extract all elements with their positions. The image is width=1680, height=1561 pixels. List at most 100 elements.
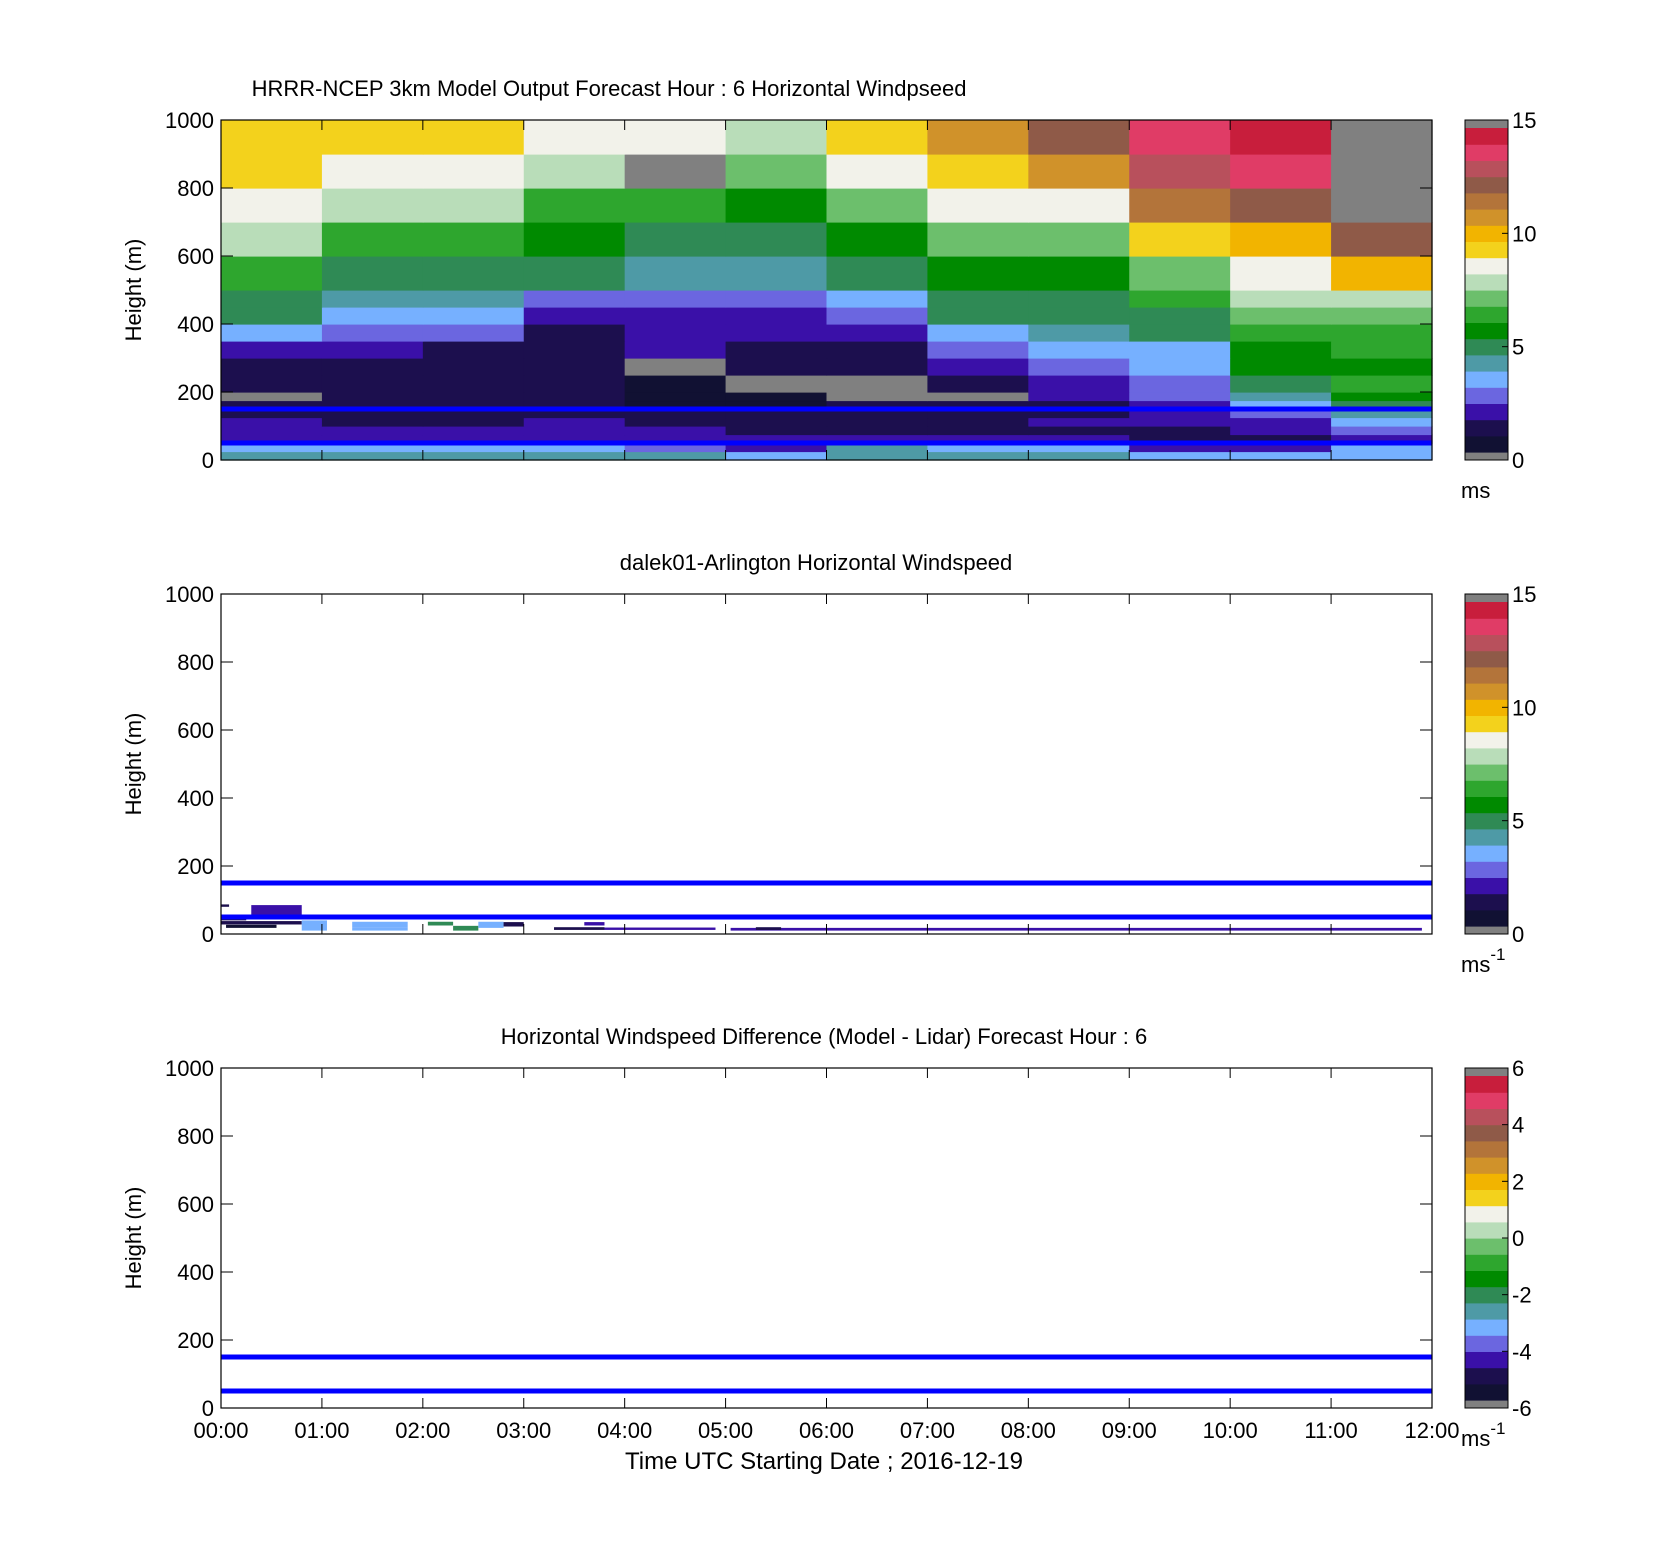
colorbar-unit-superscript: -1 <box>1490 945 1505 964</box>
colorbar-tick-label: 2 <box>1512 1169 1524 1194</box>
x-tick-label: 06:00 <box>799 1418 854 1443</box>
y-tick-label: 600 <box>177 244 214 269</box>
heatmap-cell <box>1028 443 1130 453</box>
heatmap-cell <box>1129 154 1231 189</box>
heatmap-cell <box>927 443 1029 453</box>
colorbar-tick-label: 5 <box>1512 335 1524 360</box>
heatmap-cell <box>1230 400 1332 410</box>
heatmap-cell <box>321 417 424 427</box>
heatmap-cell <box>624 426 727 436</box>
colorbar-swatch <box>1465 715 1508 733</box>
heatmap-cell <box>221 290 323 308</box>
heatmap-cell <box>221 392 323 402</box>
heatmap-cell <box>826 358 929 376</box>
colorbar-swatch <box>1465 435 1508 453</box>
y-tick-label: 600 <box>177 718 214 743</box>
reference-lines <box>221 406 1432 446</box>
heatmap-cell <box>422 154 525 189</box>
heatmap-cell <box>624 120 727 155</box>
colorbar-tick-label: 10 <box>1512 695 1536 720</box>
colorbar-frame <box>1464 593 1509 935</box>
heatmap-cell <box>422 188 525 223</box>
colorbar-swatch <box>1465 602 1508 619</box>
colorbar-swatch <box>1465 387 1508 404</box>
heatmap-cell <box>1331 324 1433 342</box>
colorbar-swatch <box>1465 731 1508 749</box>
panel-model: HRRR-NCEP 3km Model Output Forecast Hour… <box>121 76 1536 503</box>
heatmap-cell <box>927 120 1029 155</box>
heatmap-cell <box>1230 120 1332 155</box>
heatmap-cell <box>624 341 727 359</box>
colorbar-swatch <box>1465 796 1508 814</box>
heatmap-cell <box>1028 400 1130 410</box>
heatmap-cell <box>422 434 525 444</box>
heatmap-cell <box>1230 443 1332 453</box>
heatmap-cell <box>624 451 727 461</box>
colorbar-tick-label: 10 <box>1512 221 1536 246</box>
heatmap-cell <box>826 392 929 402</box>
heatmap-cell <box>422 426 525 436</box>
x-tick-label: 01:00 <box>294 1418 349 1443</box>
heatmap-cell <box>478 921 504 928</box>
colorbar-swatch <box>1465 160 1508 178</box>
heatmap-cell <box>1230 417 1332 427</box>
colorbar: 0 5 10 15 ms <box>1461 108 1536 503</box>
heatmap-cell <box>321 400 424 410</box>
heatmap-cell <box>1129 324 1231 342</box>
colorbar-under-swatch <box>1465 452 1508 460</box>
heatmap-cell <box>1129 451 1231 461</box>
heatmap-cell <box>321 222 424 257</box>
heatmap-cell <box>422 400 525 410</box>
heatmap-cell <box>725 400 828 410</box>
heatmap-cell <box>523 417 626 427</box>
heatmap-cell <box>1129 290 1231 308</box>
colorbar-tick-label: 0 <box>1512 922 1524 947</box>
colorbar-swatch <box>1465 306 1508 323</box>
heatmap-cell <box>1230 358 1332 376</box>
heatmap-cell <box>1129 222 1231 257</box>
colorbar-swatch <box>1465 828 1508 846</box>
colorbar-over-swatch <box>1465 1068 1508 1076</box>
heatmap-cell <box>826 188 929 223</box>
heatmap-cell <box>725 451 828 461</box>
heatmap-cell <box>251 905 302 916</box>
colorbar-swatch <box>1465 290 1508 307</box>
axis-ticks: 0 200 400 600 800 1000 <box>165 582 1433 947</box>
heatmap-cell <box>927 375 1029 393</box>
colorbar-swatch <box>1465 1335 1508 1352</box>
y-tick-label: 400 <box>177 786 214 811</box>
heatmap-cell <box>826 417 929 427</box>
heatmap-cell <box>1129 392 1231 402</box>
heatmap-cell <box>1230 434 1332 444</box>
heatmap-cell <box>554 927 605 930</box>
heatmap-cell <box>1129 434 1231 444</box>
y-axis-label: Height (m) <box>121 239 146 342</box>
heatmap-cell <box>730 927 1422 931</box>
colorbar-swatch <box>1465 144 1508 161</box>
heatmap-cell <box>826 409 929 419</box>
colorbar-swatch <box>1465 893 1508 911</box>
colorbar-tick-label: 4 <box>1512 1113 1524 1138</box>
colorbar-tick-label: 0 <box>1512 448 1524 473</box>
heatmap-cell <box>927 451 1029 461</box>
plot-frame <box>220 119 1433 461</box>
heatmap-cell <box>826 256 929 291</box>
heatmap-cell <box>523 307 626 325</box>
heatmap-cell <box>1230 426 1332 436</box>
plot-frame <box>220 1067 1433 1409</box>
heatmap-cell <box>1129 417 1231 427</box>
heatmap-cell <box>523 222 626 257</box>
heatmap-cell <box>221 443 323 453</box>
heatmap-cell <box>725 426 828 436</box>
colorbar-swatch <box>1465 1140 1508 1158</box>
heatmap-cell <box>523 375 626 393</box>
colorbar-swatch <box>1465 845 1508 862</box>
colorbar-swatch <box>1465 1076 1508 1093</box>
colorbar-swatch <box>1465 192 1508 210</box>
heatmap-cell <box>624 400 727 410</box>
heatmap-cell <box>927 222 1029 257</box>
heatmap-cell <box>1028 451 1130 461</box>
heatmap-cell <box>321 120 424 155</box>
colorbar-unit-label: ms-1 <box>1461 1419 1505 1451</box>
heatmap-cell <box>321 341 424 359</box>
